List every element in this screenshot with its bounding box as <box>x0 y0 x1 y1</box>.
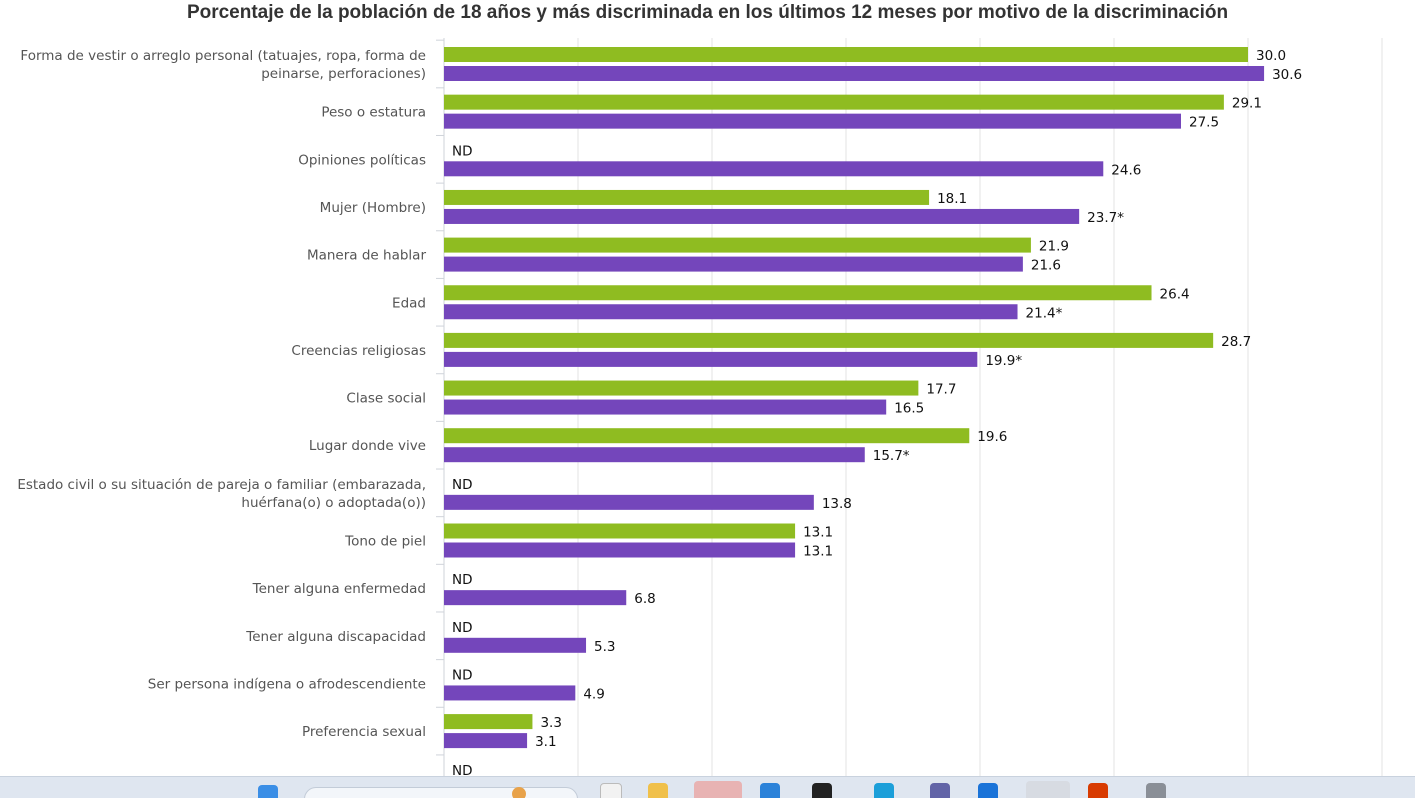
data-label: 5.3 <box>594 639 615 655</box>
data-label: ND <box>452 143 473 159</box>
data-label: 3.3 <box>540 715 561 731</box>
category-label: Tener alguna enfermedad <box>252 581 426 597</box>
category-labels: Forma de vestir o arreglo personal (tatu… <box>17 48 426 740</box>
office-icon[interactable] <box>1088 783 1108 798</box>
bar-series-1[interactable] <box>444 189 930 205</box>
data-label: 16.5 <box>894 401 924 417</box>
data-label: 18.1 <box>937 191 967 207</box>
data-label: 29.1 <box>1232 96 1262 112</box>
category-label: Ser persona indígena o afrodescendiente <box>148 676 426 692</box>
bar-series-1[interactable] <box>444 714 533 730</box>
data-label: 30.0 <box>1256 48 1286 64</box>
data-label: 13.1 <box>803 525 833 541</box>
data-label: 15.7* <box>873 448 910 464</box>
mail-icon[interactable] <box>760 783 780 798</box>
category-label: Creencias religiosas <box>291 343 426 359</box>
data-label: 13.1 <box>803 544 833 560</box>
data-label: 30.6 <box>1272 67 1302 83</box>
teams-icon[interactable] <box>930 783 950 798</box>
data-label: 27.5 <box>1189 115 1219 131</box>
data-label: 6.8 <box>634 591 655 607</box>
data-label: 17.7 <box>926 382 956 398</box>
app-icon[interactable] <box>812 783 832 798</box>
bar-series-1[interactable] <box>444 237 1031 253</box>
app-icon[interactable] <box>694 781 742 798</box>
bar-series-2[interactable] <box>444 590 627 606</box>
data-label: 13.8 <box>822 496 852 512</box>
y-axis <box>436 38 445 776</box>
app-icon[interactable] <box>874 783 894 798</box>
taskbar <box>0 776 1415 798</box>
data-label: 3.1 <box>535 734 556 750</box>
data-label: 21.4* <box>1026 305 1063 321</box>
bar-series-1[interactable] <box>444 285 1152 301</box>
bar-series-2[interactable] <box>444 256 1023 272</box>
bars <box>444 47 1265 749</box>
bar-series-2[interactable] <box>444 304 1018 320</box>
data-label: ND <box>452 477 473 493</box>
category-label: Preferencia sexual <box>302 724 426 740</box>
bar-series-2[interactable] <box>444 685 576 701</box>
data-label: ND <box>452 667 473 683</box>
bar-series-2[interactable] <box>444 351 978 367</box>
data-label: 26.4 <box>1160 286 1190 302</box>
category-label: Forma de vestir o arreglo personal (tatu… <box>20 48 426 82</box>
bar-series-1[interactable] <box>444 94 1224 110</box>
category-label: Mujer (Hombre) <box>320 200 426 216</box>
category-label: Edad <box>392 295 426 311</box>
bar-series-2[interactable] <box>444 399 887 415</box>
data-label: 19.9* <box>985 353 1022 369</box>
data-label: ND <box>452 620 473 636</box>
value-labels: 30.0 30.6 29.1 27.5 ND 24.6 18.1 23.7* 21.9 21.6 2… <box>452 48 1302 776</box>
bar-series-2[interactable] <box>444 208 1080 224</box>
bar-chart: Forma de vestir o arreglo personal (tatu… <box>17 38 1383 776</box>
bar-series-2[interactable] <box>444 66 1265 81</box>
category-label: Estado civil o su situación de pareja o … <box>17 477 426 511</box>
data-label: 21.9 <box>1039 239 1069 255</box>
file-explorer-icon[interactable] <box>648 783 668 798</box>
app-icon[interactable] <box>1146 783 1166 798</box>
edge-icon[interactable] <box>512 787 526 798</box>
bar-series-2[interactable] <box>444 494 814 510</box>
data-label: ND <box>452 763 473 776</box>
bar-series-2[interactable] <box>444 733 528 749</box>
data-label: 28.7 <box>1221 334 1251 350</box>
bar-series-1[interactable] <box>444 523 796 539</box>
data-label: ND <box>452 572 473 588</box>
bar-series-1[interactable] <box>444 47 1248 62</box>
data-label: 24.6 <box>1111 162 1141 178</box>
app-icon[interactable] <box>978 783 998 798</box>
bar-series-2[interactable] <box>444 637 587 653</box>
category-label: Tono de piel <box>344 534 426 550</box>
bar-series-2[interactable] <box>444 113 1181 129</box>
search-field[interactable] <box>304 787 578 798</box>
category-label: Peso o estatura <box>321 105 426 121</box>
chart-title: Porcentaje de la población de 18 años y … <box>186 2 1229 23</box>
bar-series-1[interactable] <box>444 380 919 396</box>
bar-series-1[interactable] <box>444 332 1214 348</box>
data-label: 4.9 <box>583 686 604 702</box>
windows-start-icon[interactable] <box>258 785 278 798</box>
bar-series-1[interactable] <box>444 428 970 444</box>
app-icon[interactable] <box>600 783 622 798</box>
bar-series-2[interactable] <box>444 161 1104 177</box>
bar-series-2[interactable] <box>444 542 796 558</box>
category-label: Opiniones políticas <box>298 152 426 168</box>
data-label: 21.6 <box>1031 258 1061 274</box>
chrome-icon[interactable] <box>1026 781 1070 798</box>
bar-series-2[interactable] <box>444 447 865 463</box>
category-label: Tener alguna discapacidad <box>245 629 426 645</box>
category-label: Clase social <box>346 391 426 407</box>
data-label: 19.6 <box>977 429 1007 445</box>
category-label: Lugar donde vive <box>309 438 426 454</box>
category-label: Manera de hablar <box>307 248 426 264</box>
data-label: 23.7* <box>1087 210 1124 226</box>
